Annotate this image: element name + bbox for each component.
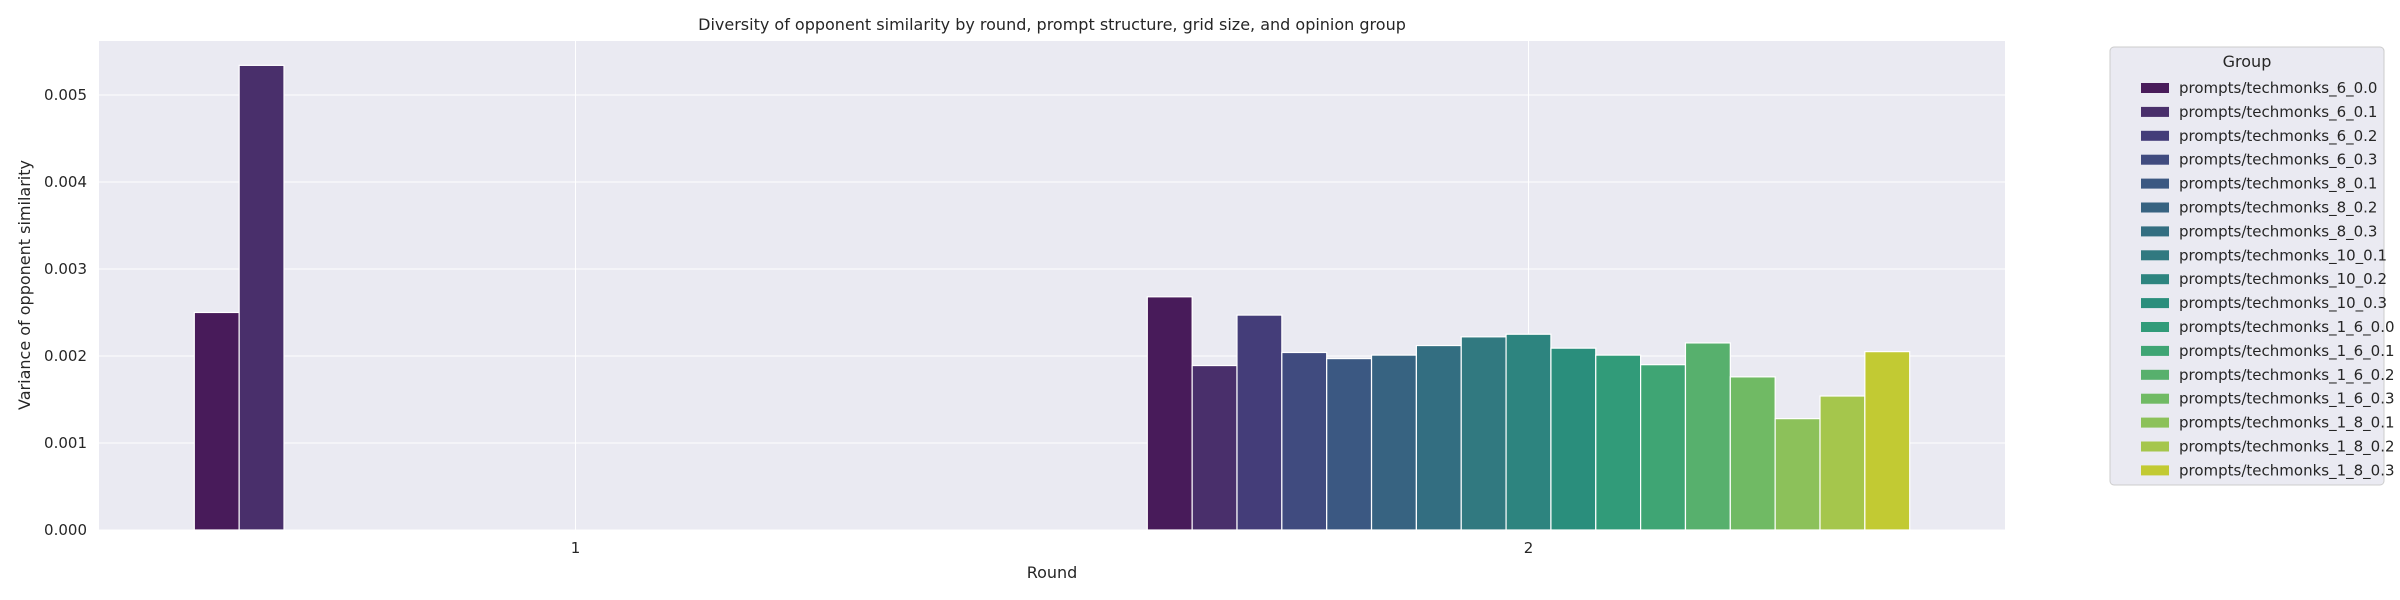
- legend-label: prompts/techmonks_6_0.3: [2179, 151, 2377, 170]
- legend-label: prompts/techmonks_8_0.3: [2179, 222, 2377, 241]
- x-axis-label: Round: [1027, 563, 1078, 582]
- y-tick-label: 0.001: [44, 434, 87, 452]
- bar: [193, 311, 240, 531]
- y-axis-label: Variance of opponent similarity: [15, 160, 34, 410]
- bars: [193, 64, 1911, 531]
- legend-label: prompts/techmonks_1_6_0.0: [2179, 318, 2395, 337]
- bar: [1370, 354, 1417, 531]
- bar: [1864, 351, 1911, 531]
- legend-swatch: [2141, 465, 2169, 476]
- bar: [1460, 336, 1507, 531]
- legend-swatch: [2141, 417, 2169, 428]
- y-tick-label: 0.002: [44, 347, 87, 365]
- y-tick-label: 0.003: [44, 260, 87, 278]
- legend-label: prompts/techmonks_10_0.2: [2179, 270, 2387, 289]
- bar: [1146, 296, 1193, 531]
- legend-swatch: [2141, 298, 2169, 309]
- bar: [1326, 357, 1373, 531]
- legend-label: prompts/techmonks_10_0.3: [2179, 294, 2387, 313]
- chart-title: Diversity of opponent similarity by roun…: [698, 15, 1406, 34]
- y-tick-label: 0.004: [44, 173, 87, 191]
- legend-swatch: [2141, 322, 2169, 332]
- legend-title: Group: [2223, 52, 2272, 71]
- legend-swatch: [2141, 226, 2169, 237]
- bar: [1415, 344, 1462, 531]
- bar: [1191, 364, 1238, 531]
- legend-label: prompts/techmonks_1_6_0.2: [2179, 366, 2395, 385]
- legend-label: prompts/techmonks_1_8_0.3: [2179, 461, 2395, 480]
- legend-label: prompts/techmonks_8_0.2: [2179, 199, 2377, 218]
- y-axis-ticks: 0.000 0.001 0.002 0.003 0.004 0.005: [44, 86, 87, 539]
- legend-items: prompts/techmonks_6_0.0 prompts/techmonks…: [2141, 79, 2395, 480]
- gridlines: [99, 41, 2005, 531]
- legend-swatch: [2141, 250, 2169, 261]
- bar: [1236, 314, 1283, 531]
- bar: [238, 64, 285, 531]
- legend-label: prompts/techmonks_1_6_0.1: [2179, 342, 2395, 361]
- legend-swatch: [2141, 106, 2169, 117]
- bar: [1819, 395, 1866, 531]
- legend-label: prompts/techmonks_8_0.1: [2179, 175, 2377, 194]
- legend-swatch: [2141, 345, 2169, 356]
- legend-label: prompts/techmonks_6_0.2: [2179, 127, 2377, 146]
- legend-swatch: [2141, 154, 2169, 165]
- legend-label: prompts/techmonks_1_6_0.3: [2179, 390, 2395, 409]
- legend-label: prompts/techmonks_1_8_0.2: [2179, 438, 2395, 457]
- legend-swatch: [2141, 130, 2169, 141]
- legend-swatch: [2141, 393, 2169, 404]
- legend-label: prompts/techmonks_1_8_0.1: [2179, 414, 2395, 433]
- bar: [1684, 342, 1731, 531]
- x-tick-label: 2: [1524, 539, 1534, 557]
- bar: [1550, 347, 1597, 531]
- bar: [1640, 364, 1687, 531]
- legend-label: prompts/techmonks_6_0.0: [2179, 79, 2377, 98]
- bar: [1774, 418, 1821, 531]
- bar: [1595, 354, 1642, 531]
- legend-label: prompts/techmonks_10_0.1: [2179, 246, 2387, 265]
- legend-swatch: [2141, 274, 2169, 285]
- bar: [1281, 351, 1328, 531]
- legend-swatch: [2141, 178, 2169, 189]
- legend-label: prompts/techmonks_6_0.1: [2179, 103, 2377, 122]
- legend-swatch: [2141, 83, 2169, 93]
- x-tick-label: 1: [571, 539, 581, 557]
- legend-box: [2109, 46, 2385, 486]
- legend-swatch: [2141, 369, 2169, 380]
- legend-swatch: [2141, 202, 2169, 213]
- y-tick-label: 0.000: [44, 521, 87, 539]
- bar: [1505, 333, 1552, 531]
- y-tick-label: 0.005: [44, 86, 87, 104]
- legend: Group prompts/techmonks_6_0.0prompts/tec…: [2109, 46, 2395, 486]
- bar: [1729, 376, 1776, 531]
- legend-swatch: [2141, 441, 2169, 452]
